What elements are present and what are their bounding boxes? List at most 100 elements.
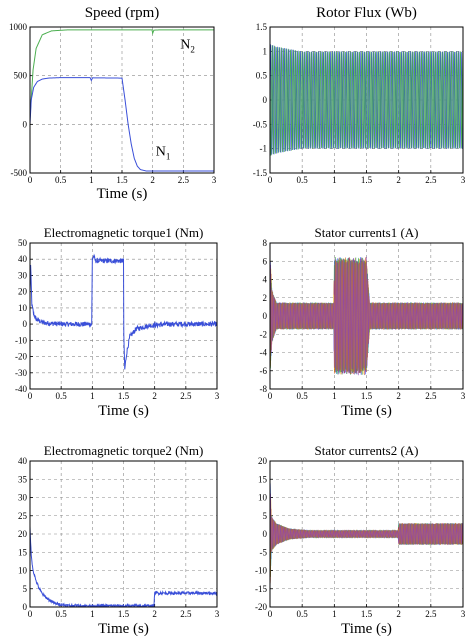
chart-title: Stator currents1 (A) xyxy=(315,225,419,240)
x-tick-label: 2.5 xyxy=(425,609,437,619)
x-tick-label: 2 xyxy=(150,175,155,185)
series-line xyxy=(270,45,463,156)
y-tick-label: 10 xyxy=(18,303,28,313)
x-tick-label: 0.5 xyxy=(297,175,309,185)
x-tick-label: 3 xyxy=(215,391,220,401)
y-tick-label: 0 xyxy=(263,529,268,539)
series-group xyxy=(30,526,217,607)
y-tick-label: -1 xyxy=(260,144,268,154)
y-tick-label: 2 xyxy=(263,293,268,303)
series-annotation: N2 xyxy=(180,37,195,54)
plot-frame xyxy=(269,242,464,390)
x-tick-label: 3 xyxy=(461,609,466,619)
x-tick-label: 0 xyxy=(268,609,273,619)
y-tick-label: 10 xyxy=(258,493,268,503)
chart-title: Stator currents2 (A) xyxy=(315,443,419,458)
y-tick-label: -4 xyxy=(260,348,268,358)
x-tick-label: 0.5 xyxy=(56,609,68,619)
y-tick-label: -10 xyxy=(255,566,267,576)
y-tick-label: 0 xyxy=(23,119,28,129)
y-tick-label: 30 xyxy=(18,493,28,503)
y-tick-label: 20 xyxy=(18,287,28,297)
x-tick-label: 0 xyxy=(28,609,33,619)
x-tick-label: 1 xyxy=(89,175,94,185)
chart-rotor-flux: Rotor Flux (Wb) 0 0.5 1 1.5 2 2.5 3 -1.5 -1 -0.5 0 0… xyxy=(253,5,466,185)
series-line xyxy=(30,29,214,119)
y-tick-label: 4 xyxy=(263,275,268,285)
y-tick-label: -20 xyxy=(15,352,27,362)
series-line xyxy=(30,526,217,607)
x-tick-label: 1 xyxy=(332,391,337,401)
x-tick-label: 0.5 xyxy=(56,391,68,401)
x-tick-label: 3 xyxy=(461,175,466,185)
chart-torque2: Electromagnetic torque2 (Nm) 0 0.5 1 1.5 2 2.5… xyxy=(18,443,220,637)
y-tick-label: -6 xyxy=(260,366,268,376)
x-axis-label: Time (s) xyxy=(341,621,392,637)
y-tick-label: 0.5 xyxy=(256,71,268,81)
y-tick-label: 15 xyxy=(18,547,28,557)
series-line xyxy=(270,44,463,155)
y-tick-label: 1000 xyxy=(9,22,28,32)
plot-frame xyxy=(29,26,215,174)
y-tick-label: -40 xyxy=(15,384,27,394)
x-tick-label: 0.5 xyxy=(297,391,309,401)
y-tick-label: 5 xyxy=(23,584,28,594)
y-tick-label: -8 xyxy=(260,384,268,394)
y-tick-label: 6 xyxy=(263,256,268,266)
x-tick-label: 2 xyxy=(152,609,157,619)
x-tick-label: 3 xyxy=(461,391,466,401)
y-tick-label: 25 xyxy=(18,511,28,521)
plot-frame xyxy=(269,460,464,608)
x-tick-label: 1.5 xyxy=(118,609,130,619)
x-tick-label: 2 xyxy=(396,175,401,185)
y-tick-label: 5 xyxy=(263,511,268,521)
chart-stator1: Stator currents1 (A) 0 0.5 1 1.5 2 2.5 3 -8 -6 -4 -… xyxy=(260,225,466,419)
x-tick-label: 0 xyxy=(268,175,273,185)
x-tick-label: 2.5 xyxy=(425,391,437,401)
x-tick-label: 1 xyxy=(90,391,95,401)
y-tick-label: 15 xyxy=(258,474,268,484)
y-tick-label: 40 xyxy=(18,254,28,264)
x-tick-label: 1.5 xyxy=(118,391,130,401)
chart-speed: Speed (rpm)0 0.5 1 1.5 2 2.5 3-50005001000N2N1… xyxy=(9,5,217,202)
series-line xyxy=(30,253,217,370)
x-axis-label: Time (s) xyxy=(341,403,392,419)
y-tick-label: 0 xyxy=(263,311,268,321)
y-tick-label: 1.5 xyxy=(256,22,268,32)
x-tick-label: 2.5 xyxy=(425,175,437,185)
x-tick-label: 3 xyxy=(212,175,217,185)
series-group xyxy=(270,473,463,594)
x-tick-label: 3 xyxy=(215,609,220,619)
y-tick-label: -30 xyxy=(15,368,27,378)
x-axis-label: Time (s) xyxy=(98,621,149,637)
x-tick-label: 1 xyxy=(90,609,95,619)
x-tick-label: 0.5 xyxy=(55,175,67,185)
x-tick-label: 1 xyxy=(332,609,337,619)
x-tick-label: 2 xyxy=(396,609,401,619)
x-tick-label: 0 xyxy=(28,391,33,401)
plot-frame xyxy=(29,242,218,390)
x-tick-label: 2.5 xyxy=(180,391,192,401)
x-tick-label: 1.5 xyxy=(361,175,373,185)
y-tick-label: 35 xyxy=(18,474,28,484)
series-line xyxy=(30,77,214,172)
y-tick-label: -10 xyxy=(15,335,27,345)
y-tick-label: -15 xyxy=(255,584,267,594)
x-axis-label: Time (s) xyxy=(97,186,148,202)
y-tick-label: 500 xyxy=(14,71,28,81)
plot-frame xyxy=(29,460,218,608)
y-tick-label: 20 xyxy=(18,529,28,539)
y-tick-label: 20 xyxy=(258,456,268,466)
y-tick-label: 30 xyxy=(18,270,28,280)
x-tick-label: 1 xyxy=(332,175,337,185)
x-tick-label: 0 xyxy=(28,175,33,185)
y-tick-label: -500 xyxy=(11,168,28,178)
y-tick-label: -20 xyxy=(255,602,267,612)
x-tick-label: 0 xyxy=(268,391,273,401)
chart-title: Electromagnetic torque2 (Nm) xyxy=(44,443,204,458)
y-tick-label: 40 xyxy=(18,456,28,466)
y-tick-label: -5 xyxy=(260,547,268,557)
chart-title: Rotor Flux (Wb) xyxy=(316,5,417,21)
plot-frame xyxy=(269,26,464,174)
x-tick-label: 0.5 xyxy=(297,609,309,619)
